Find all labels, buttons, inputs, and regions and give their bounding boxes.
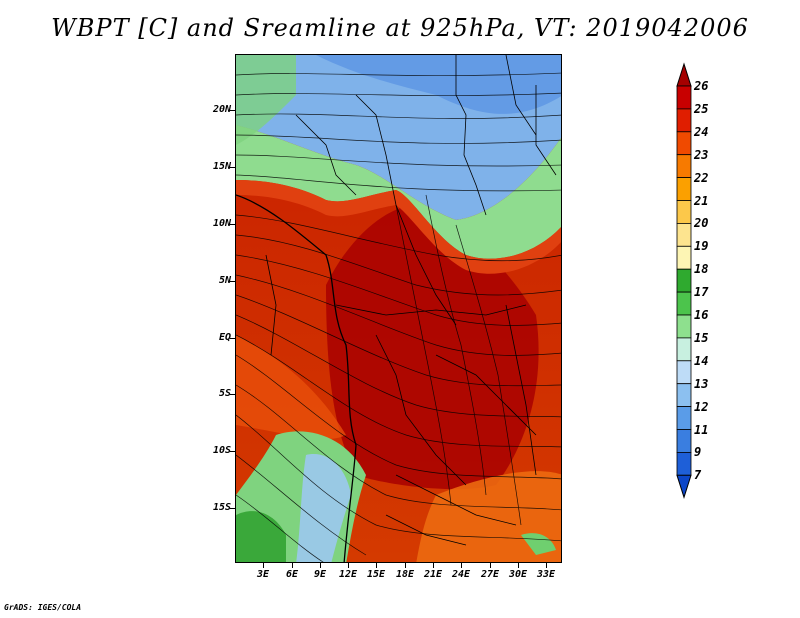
colorbar-swatch bbox=[676, 360, 692, 385]
colorbar-level-label: 24 bbox=[694, 124, 709, 139]
colorbar-level-label: 7 bbox=[694, 468, 702, 483]
colorbar-level-label: 9 bbox=[694, 445, 702, 460]
lat-tick-mark bbox=[230, 224, 235, 225]
lat-tick-label: 10S bbox=[212, 445, 231, 456]
lon-tick-label: 12E bbox=[338, 569, 358, 580]
green-northwest bbox=[236, 55, 296, 145]
colorbar-level-label: 18 bbox=[694, 262, 709, 277]
lon-tick-label: 27E bbox=[480, 569, 500, 580]
lon-tick-label: 30E bbox=[508, 569, 528, 580]
colorbar-swatch bbox=[676, 200, 692, 224]
colorbar-swatch bbox=[676, 337, 692, 362]
lat-tick-label: EQ bbox=[218, 332, 231, 343]
lon-tick-label: 18E bbox=[395, 569, 415, 580]
colorbar-swatch bbox=[676, 154, 692, 178]
colorbar-swatch bbox=[676, 177, 692, 201]
lon-tick-label: 15E bbox=[366, 569, 386, 580]
colorbar-swatch bbox=[676, 291, 692, 316]
country-borders bbox=[265, 55, 557, 546]
colorbar-swatch bbox=[676, 245, 692, 270]
lon-tick-mark bbox=[348, 563, 349, 568]
colorbar-level-label: 16 bbox=[694, 308, 709, 322]
lat-tick-label: 15S bbox=[212, 502, 231, 513]
wbpt-field-map bbox=[236, 55, 561, 562]
lat-tick-label: 20N bbox=[212, 104, 231, 115]
lon-tick-label: 9E bbox=[313, 569, 327, 580]
map-panel bbox=[235, 54, 562, 563]
coastline bbox=[236, 194, 357, 562]
colorbar-level-label: 23 bbox=[694, 147, 709, 162]
colorbar-swatch bbox=[676, 406, 692, 430]
lon-tick-mark bbox=[433, 563, 434, 568]
lat-tick-label: 10N bbox=[212, 218, 231, 229]
colorbar-swatch bbox=[676, 131, 692, 156]
blue-southwest bbox=[296, 454, 351, 562]
lon-tick-mark bbox=[320, 563, 321, 568]
lon-tick-label: 24E bbox=[451, 569, 471, 580]
lon-tick-label: 21E bbox=[423, 569, 443, 580]
colorbar-bottom-arrow bbox=[676, 474, 692, 499]
colorbar-swatch bbox=[676, 222, 692, 247]
colorbar-swatch bbox=[676, 314, 692, 339]
lat-tick-label: 5N bbox=[218, 275, 231, 286]
plot-title: WBPT [C] and Sreamline at 925hPa, VT: 20… bbox=[51, 14, 749, 42]
colorbar-swatches bbox=[676, 62, 692, 499]
lon-tick-mark bbox=[490, 563, 491, 568]
lat-tick-mark bbox=[230, 110, 235, 111]
colorbar-swatch bbox=[676, 429, 692, 453]
lon-tick-mark bbox=[263, 563, 264, 568]
colorbar-level-label: 20 bbox=[694, 216, 709, 231]
lon-tick-mark bbox=[376, 563, 377, 568]
blue-north-deep bbox=[316, 55, 561, 114]
lat-tick-label: 15N bbox=[212, 161, 231, 172]
lon-tick-mark bbox=[546, 563, 547, 568]
colorbar-level-label: 17 bbox=[694, 285, 709, 300]
colorbar-level-label: 22 bbox=[694, 170, 709, 185]
lon-tick-label: 6E bbox=[285, 569, 299, 580]
colorbar-level-label: 13 bbox=[694, 376, 709, 391]
colorbar-level-label: 21 bbox=[694, 193, 709, 208]
lat-tick-mark bbox=[230, 167, 235, 168]
lat-tick-mark bbox=[230, 451, 235, 452]
lat-tick-mark bbox=[230, 508, 235, 509]
colorbar-top-arrow bbox=[676, 62, 692, 87]
lat-tick-label: 5S bbox=[218, 388, 231, 399]
colorbar-level-label: 11 bbox=[694, 422, 709, 437]
lat-tick-mark bbox=[230, 394, 235, 395]
colorbar-level-label: 14 bbox=[694, 353, 709, 368]
colorbar-swatch bbox=[676, 383, 692, 408]
lon-tick-mark bbox=[518, 563, 519, 568]
colorbar-level-label: 26 bbox=[694, 79, 709, 93]
colorbar-level-label: 12 bbox=[694, 399, 709, 414]
lat-tick-mark bbox=[230, 281, 235, 282]
orange-west bbox=[236, 335, 346, 440]
streamlines bbox=[236, 72, 561, 562]
lon-tick-mark bbox=[292, 563, 293, 568]
lat-tick-mark bbox=[230, 338, 235, 339]
colorbar-swatch bbox=[676, 268, 692, 293]
lon-tick-label: 33E bbox=[536, 569, 556, 580]
colorbar-level-label: 25 bbox=[694, 101, 709, 116]
lon-tick-label: 3E bbox=[256, 569, 270, 580]
grads-credit: GrADS: IGES/COLA bbox=[4, 603, 82, 612]
lon-tick-mark bbox=[461, 563, 462, 568]
lon-tick-mark bbox=[405, 563, 406, 568]
colorbar-level-label: 19 bbox=[694, 239, 709, 254]
warm-edge bbox=[236, 180, 561, 274]
colorbar-level-label: 15 bbox=[694, 330, 709, 345]
colorbar-swatch bbox=[676, 108, 692, 133]
colorbar-swatch bbox=[676, 85, 692, 110]
hot-core bbox=[326, 205, 539, 490]
colorbar-swatch bbox=[676, 451, 692, 476]
